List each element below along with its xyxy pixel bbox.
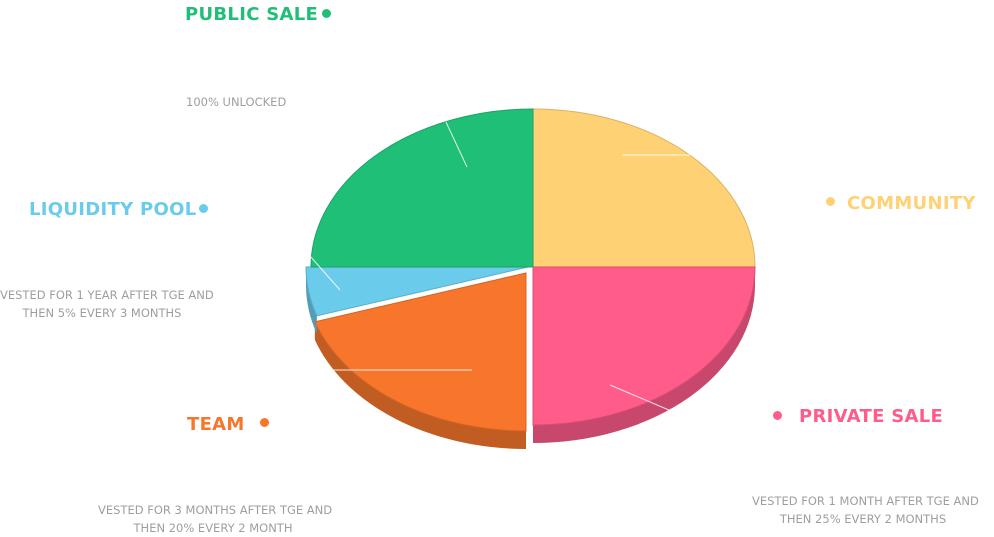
leader-line-public-sale (445, 121, 468, 168)
note-private-sale: VESTED FOR 1 MONTH AFTER TGE AND THEN 25… (752, 492, 979, 528)
pie-depth-layer (306, 267, 755, 449)
slice-public-sale (310, 108, 534, 268)
slice-side-liquidity-pool (306, 267, 317, 334)
legend-dot-community (826, 197, 835, 206)
slice-private-sale (532, 266, 756, 426)
label-liquidity-pool: LIQUIDITY POOL (29, 199, 197, 220)
leader-line-liquidity-pool (309, 255, 341, 291)
slice-community (532, 108, 756, 268)
note-private-sale-line-2: THEN 25% EVERY 2 MONTHS (779, 512, 947, 526)
pie-slices-layer (305, 108, 756, 432)
label-community: COMMUNITY (847, 193, 976, 214)
note-private-sale-line-1: VESTED FOR 1 MONTH AFTER TGE AND (752, 494, 979, 508)
note-liquidity-pool-line-1: VESTED FOR 1 YEAR AFTER TGE AND (0, 288, 214, 302)
note-liquidity-pool: VESTED FOR 1 YEAR AFTER TGE AND THEN 5% … (0, 286, 214, 322)
legend-dot-public-sale (322, 9, 331, 18)
label-team: TEAM (187, 414, 245, 435)
leader-line-private-sale (609, 384, 677, 414)
note-team: VESTED FOR 3 MONTHS AFTER TGE AND THEN 2… (98, 501, 333, 537)
slice-liquidity-pool (305, 266, 529, 317)
note-liquidity-pool-line-2: THEN 5% EVERY 3 MONTHS (22, 306, 182, 320)
label-public-sale: PUBLIC SALE (185, 4, 319, 25)
legend-dot-private-sale (773, 411, 782, 420)
legend-dot-team (260, 418, 269, 427)
note-team-line-2: THEN 20% EVERY 2 MONTH (133, 521, 293, 535)
slice-team (314, 272, 527, 432)
note-public-sale: 100% UNLOCKED (186, 95, 287, 109)
slice-side-private-sale (533, 267, 755, 443)
slice-side-team (314, 321, 526, 449)
label-private-sale: PRIVATE SALE (799, 406, 944, 427)
pie-leader-lines (309, 121, 690, 414)
legend-dot-liquidity-pool (199, 204, 208, 213)
note-team-line-1: VESTED FOR 3 MONTHS AFTER TGE AND (98, 503, 333, 517)
